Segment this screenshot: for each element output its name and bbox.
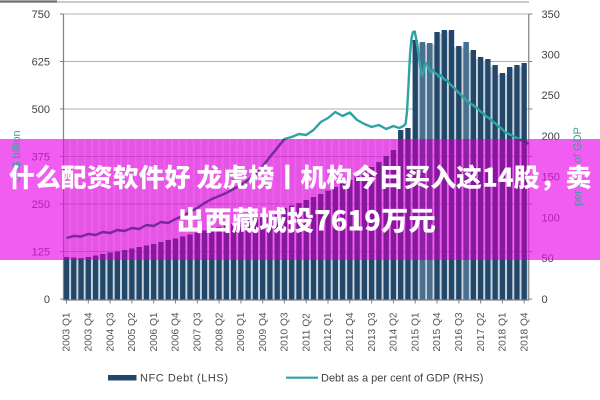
svg-text:2011 Q2: 2011 Q2 — [301, 313, 312, 352]
svg-text:2016 Q3: 2016 Q3 — [454, 312, 465, 351]
svg-text:2007 Q3: 2007 Q3 — [193, 312, 204, 351]
svg-text:750: 750 — [32, 9, 50, 21]
svg-text:2008 Q2: 2008 Q2 — [214, 312, 225, 351]
svg-text:2004 Q3: 2004 Q3 — [105, 312, 116, 351]
svg-text:2018 Q1: 2018 Q1 — [498, 312, 509, 351]
svg-text:Debt as a per cent of GDP (RHS: Debt as a per cent of GDP (RHS) — [321, 373, 483, 385]
svg-text:2013 Q3: 2013 Q3 — [367, 312, 378, 351]
svg-text:2015 Q1: 2015 Q1 — [410, 312, 421, 351]
svg-text:2015 Q4: 2015 Q4 — [432, 312, 443, 351]
svg-text:0: 0 — [542, 294, 548, 306]
svg-text:2018 Q4: 2018 Q4 — [519, 312, 530, 351]
svg-text:2005 Q2: 2005 Q2 — [127, 312, 138, 351]
svg-text:2006 Q4: 2006 Q4 — [171, 312, 182, 351]
svg-text:NFC Debt (LHS): NFC Debt (LHS) — [140, 373, 228, 385]
svg-text:2012 Q1: 2012 Q1 — [323, 312, 334, 351]
svg-text:250: 250 — [542, 90, 560, 102]
svg-text:2009 Q4: 2009 Q4 — [258, 312, 269, 351]
svg-text:2012 Q4: 2012 Q4 — [345, 312, 356, 351]
svg-text:2010 Q3: 2010 Q3 — [280, 312, 291, 351]
svg-text:2003 Q1: 2003 Q1 — [62, 312, 73, 351]
svg-text:2003 Q4: 2003 Q4 — [84, 312, 95, 351]
svg-text:2009 Q1: 2009 Q1 — [236, 312, 247, 351]
svg-text:0: 0 — [44, 294, 50, 306]
svg-text:2017 Q2: 2017 Q2 — [476, 312, 487, 351]
svg-text:625: 625 — [32, 56, 50, 68]
svg-text:300: 300 — [542, 50, 560, 62]
svg-text:350: 350 — [542, 9, 560, 21]
svg-text:2014 Q2: 2014 Q2 — [389, 312, 400, 351]
svg-text:2006 Q1: 2006 Q1 — [149, 312, 160, 351]
svg-text:500: 500 — [32, 104, 50, 116]
